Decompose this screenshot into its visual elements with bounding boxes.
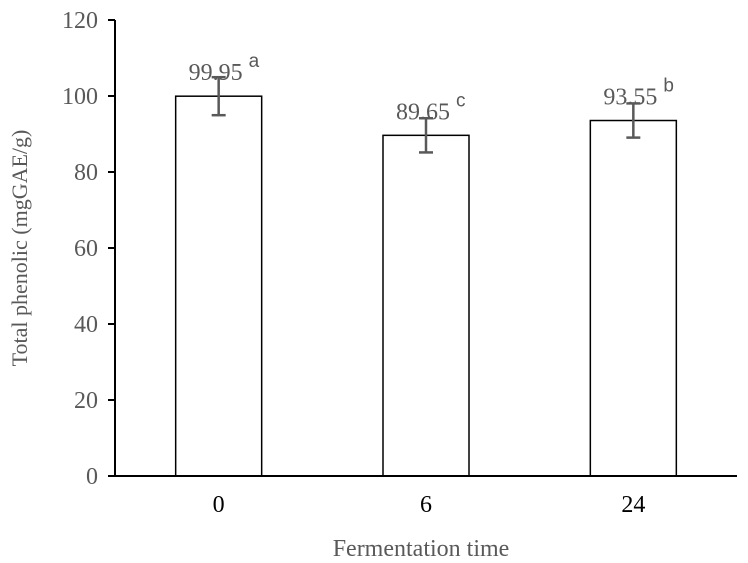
x-tick-label: 24 <box>621 492 645 518</box>
bars <box>174 95 678 477</box>
data-label-value: 89.65 <box>396 99 450 125</box>
error-bar-6 <box>419 116 433 154</box>
y-tick-label: 100 <box>62 84 98 110</box>
y-axis-ticks: 0 20 40 60 80 100 120 <box>62 8 115 490</box>
x-axis-ticks: 0 6 24 <box>213 492 646 518</box>
data-label-0: 99.95 <box>189 60 243 86</box>
data-labels: 99.95 a 89.65 c 93.55 b <box>189 51 674 125</box>
y-axis-title: Total phenolic (mgGAE/g) <box>7 130 32 367</box>
data-label-6: 89.65 <box>396 99 450 125</box>
error-bars <box>211 75 641 154</box>
error-bar-0 <box>211 75 226 117</box>
data-label-value: 99.95 <box>189 60 243 86</box>
bar-0 <box>174 95 263 477</box>
y-tick-label: 120 <box>62 8 98 34</box>
y-tick-label: 80 <box>74 160 98 186</box>
y-tick-label: 0 <box>86 464 98 490</box>
y-tick-label: 40 <box>74 312 98 338</box>
y-tick-label: 20 <box>74 388 98 414</box>
x-axis-title: Fermentation time <box>333 536 510 562</box>
data-label-24: 93.55 <box>603 85 657 111</box>
x-tick-label: 0 <box>213 492 225 518</box>
x-tick-label: 6 <box>420 492 432 518</box>
significance-letter-6: c <box>456 90 466 111</box>
significance-letter-24: b <box>663 76 674 97</box>
y-tick-label: 60 <box>74 236 98 262</box>
bar-6 <box>382 134 470 477</box>
significance-letter-0: a <box>249 51 260 72</box>
error-bar-24 <box>626 102 641 139</box>
bar-24 <box>589 119 678 477</box>
data-label-value: 93.55 <box>603 85 657 111</box>
